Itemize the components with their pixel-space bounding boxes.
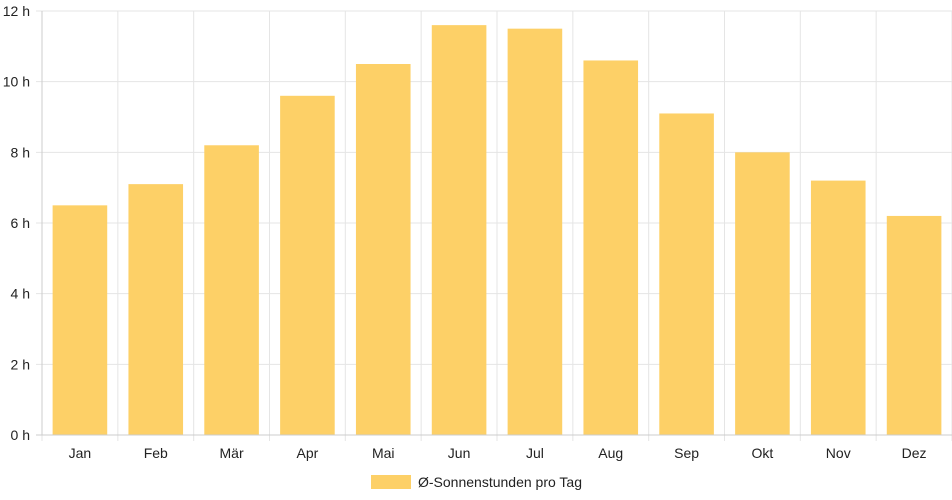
bar-mai[interactable] [355,64,411,435]
legend-label: Ø-Sonnenstunden pro Tag [418,474,582,490]
bar-mär[interactable] [204,145,259,435]
y-tick-label: 2 h [11,356,30,372]
x-tick-label: Mär [220,445,244,461]
bar-jan[interactable] [52,205,108,435]
x-tick-label: Feb [144,445,168,461]
bar-okt[interactable] [735,152,790,436]
y-tick-label: 12 h [3,3,30,19]
x-tick-label: Dez [902,445,927,461]
x-tick-label: Apr [297,445,319,461]
x-tick-label: Sep [674,445,699,461]
bar-sep[interactable] [659,113,714,435]
bars [52,25,942,436]
x-tick-label: Jul [526,445,544,461]
bar-feb[interactable] [128,184,184,435]
axes: 0 h 2 h 4 h 6 h 8 h 10 h 12 h Jan Feb Mär Apr Mai Ju… [3,3,952,461]
legend-swatch [371,475,411,489]
x-tick-label: Okt [752,445,774,461]
x-tick-label: Aug [598,445,623,461]
y-tick-label: 4 h [11,286,30,302]
y-tick-label: 10 h [3,74,30,90]
grid-lines [36,10,952,441]
bar-apr[interactable] [280,95,335,436]
legend[interactable]: Ø-Sonnenstunden pro Tag [371,474,582,490]
y-tick-label: 8 h [11,144,30,160]
bar-jun[interactable] [431,25,487,436]
x-tick-label: Jan [69,445,92,461]
bar-dez[interactable] [886,215,942,435]
x-tick-label: Mai [372,445,395,461]
bar-nov[interactable] [810,180,866,435]
bar-jul[interactable] [507,28,563,436]
x-tick-label: Jun [448,445,471,461]
x-tick-label: Nov [826,445,851,461]
bar-aug[interactable] [583,60,639,435]
y-tick-label: 0 h [11,427,30,443]
y-tick-label: 6 h [11,215,30,231]
